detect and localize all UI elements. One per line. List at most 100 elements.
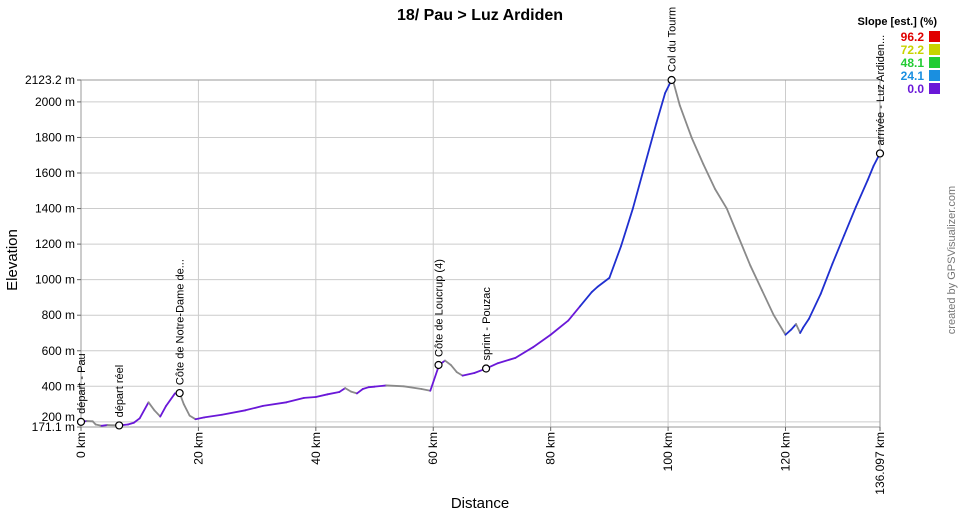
legend-value: 72.2	[901, 43, 925, 57]
profile-segment	[132, 417, 141, 424]
legend-value: 0.0	[907, 82, 924, 96]
profile-segment	[532, 333, 552, 349]
profile-segment	[772, 314, 787, 336]
profile-segment	[444, 359, 452, 366]
y-tick-label: 1000 m	[35, 273, 75, 287]
x-tick-label: 0 km	[74, 432, 88, 458]
slope-legend: Slope [est.] (%) 96.272.248.124.10.0	[858, 16, 940, 96]
y-tick-label: 1800 m	[35, 130, 75, 144]
waypoint-marker	[667, 75, 676, 85]
legend-value: 48.1	[901, 56, 925, 70]
profile-segment	[496, 356, 517, 365]
profile-segment	[182, 403, 191, 417]
legend-value: 24.1	[901, 69, 925, 83]
profile-segment	[579, 291, 593, 308]
y-tick-label: 2000 m	[35, 95, 75, 109]
waypoint-label: arrivée - Luz Ardiden...	[875, 35, 887, 146]
profile-segment	[631, 164, 646, 210]
chart-title: 18/ Pau > Luz Ardiden	[397, 7, 563, 24]
x-tick-label: 100 km	[661, 432, 675, 471]
profile-segment	[159, 404, 168, 418]
profile-segment	[643, 122, 658, 167]
waypoint-label: départ - Pau	[76, 353, 88, 414]
profile-segment	[367, 385, 376, 389]
profile-segment	[314, 393, 329, 398]
profile-segment	[655, 92, 667, 125]
profile-segment	[127, 421, 135, 426]
profile-segment	[147, 401, 156, 412]
y-tick-label: 1400 m	[35, 202, 75, 216]
waypoint-marker	[115, 421, 124, 430]
profile-segment	[795, 323, 802, 334]
profile-segment	[449, 364, 458, 373]
profile-segment	[165, 392, 176, 407]
profile-segment	[819, 262, 834, 295]
profile-segment	[843, 205, 857, 237]
waypoint-label: départ réel	[114, 365, 126, 418]
waypoint-label: sprint - Pouzac	[481, 287, 493, 361]
profile-segment	[203, 413, 223, 419]
profile-segment	[338, 387, 347, 393]
waypoint-marker	[481, 364, 491, 373]
profile-segment	[761, 289, 775, 317]
profile-segment	[373, 384, 388, 388]
profile-segment	[784, 328, 793, 336]
x-tick-label: 60 km	[426, 432, 440, 465]
legend-swatch	[929, 57, 940, 68]
profile-segment	[262, 401, 288, 407]
profile-segment	[737, 236, 752, 267]
profile-segment	[673, 83, 681, 107]
profile-segment	[188, 414, 197, 421]
legend-swatch	[929, 31, 940, 42]
profile-segment	[220, 409, 247, 416]
waypoint-marker	[175, 388, 184, 398]
y-axis-title: Elevation	[4, 229, 21, 291]
chart-grid	[80, 79, 881, 428]
waypoint-label: Col du Tourm	[667, 7, 679, 72]
profile-segment	[420, 388, 432, 392]
x-axis-title: Distance	[451, 495, 509, 510]
profile-segment	[790, 323, 797, 331]
profile-segment	[702, 163, 716, 190]
y-tick-label: 600 m	[42, 344, 75, 358]
profile-segment	[678, 104, 693, 139]
profile-segment	[866, 164, 875, 182]
profile-segment	[590, 285, 599, 294]
profile-segment	[138, 401, 150, 420]
x-tick-label: 136.097 km	[873, 432, 887, 495]
profile-segment	[608, 244, 623, 279]
profile-segment	[285, 396, 305, 404]
profile-segment	[596, 276, 611, 288]
profile-segment	[725, 207, 740, 238]
plot-frame	[80, 79, 881, 428]
y-tick-label: 1600 m	[35, 166, 75, 180]
profile-segment	[714, 188, 728, 210]
profile-segment	[344, 387, 352, 393]
elevation-profile-line	[80, 79, 881, 427]
profile-segment	[100, 424, 109, 427]
profile-segment	[802, 317, 810, 329]
y-tick-label: 800 m	[42, 308, 75, 322]
profile-segment	[549, 319, 570, 336]
x-tick-label: 80 km	[544, 432, 558, 465]
legend-swatch	[929, 83, 940, 94]
legend-swatch	[929, 44, 940, 55]
profile-segment	[244, 404, 264, 412]
x-tick-label: 120 km	[778, 432, 792, 471]
y-tick-label: 1200 m	[35, 237, 75, 251]
profile-segment	[402, 385, 423, 390]
legend-swatch	[929, 70, 940, 81]
profile-segment	[567, 305, 581, 322]
profile-segment	[831, 234, 846, 265]
credit-text: created by GPSVisualizer.com	[946, 186, 958, 334]
profile-segment	[361, 386, 370, 390]
profile-segment	[620, 207, 634, 247]
profile-segment	[326, 391, 341, 396]
profile-segment	[153, 409, 162, 418]
y-tick-label: 200 m	[42, 410, 75, 424]
legend-title: Slope [est.] (%)	[858, 16, 938, 28]
profile-segment	[799, 326, 805, 334]
profile-segment	[303, 396, 317, 399]
